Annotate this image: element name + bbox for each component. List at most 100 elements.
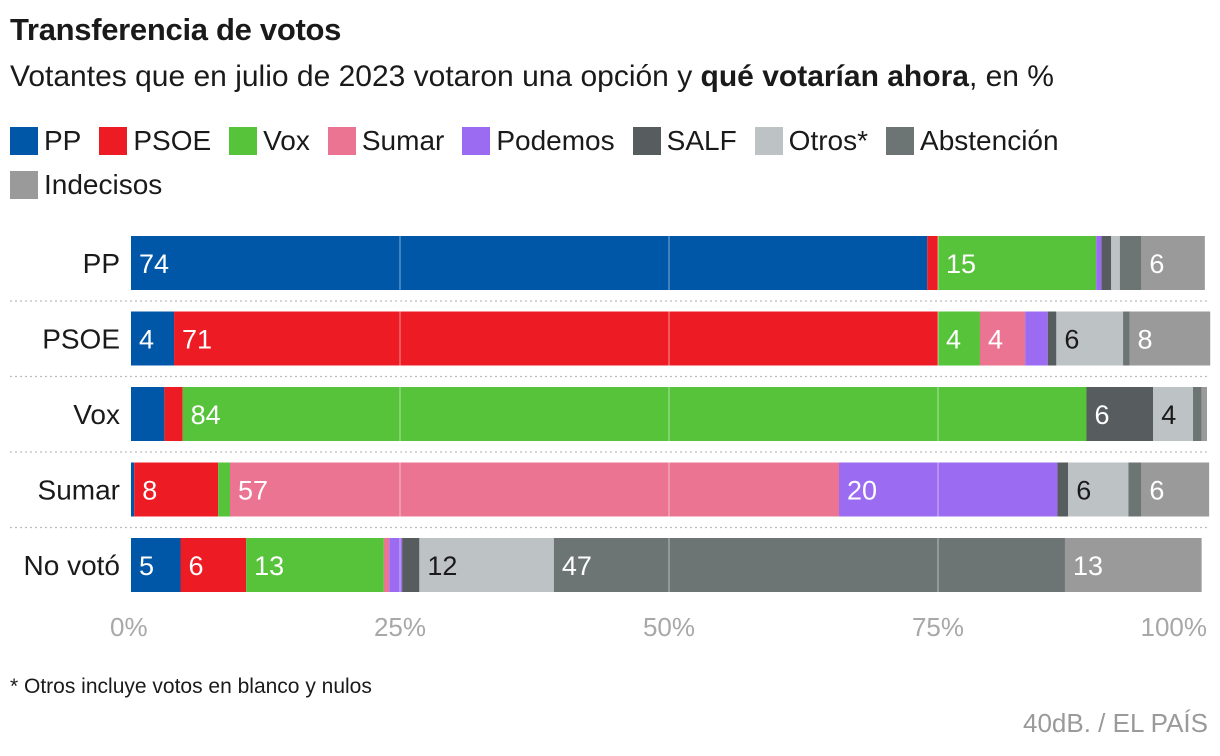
- legend-swatch: [10, 171, 38, 199]
- legend-swatch: [10, 127, 38, 155]
- bar-segment: [131, 387, 165, 441]
- subtitle-bold: qué votarían ahora: [700, 60, 969, 93]
- legend-item-vox: Vox: [229, 125, 310, 156]
- data-label: 8: [142, 476, 157, 506]
- bar-segment: [1025, 311, 1048, 366]
- legend: PP PSOE Vox Sumar Podemos SALF Otros* Ab…: [10, 125, 1160, 200]
- legend-item-salf: SALF: [632, 125, 737, 156]
- bar-segment: [246, 538, 384, 592]
- data-label: 8: [1138, 325, 1153, 355]
- legend-label: Abstención: [920, 125, 1059, 156]
- bar-segment: [1056, 311, 1124, 366]
- chart-subtitle: Votantes que en julio de 2023 votaron un…: [10, 60, 1054, 94]
- legend-swatch: [327, 127, 356, 155]
- legend-item-pp: PP: [10, 125, 81, 156]
- x-tick-label: 75%: [912, 612, 964, 642]
- data-label: 6: [1076, 476, 1091, 506]
- x-tick-label: 50%: [643, 612, 695, 642]
- bar-segment: [1141, 236, 1205, 290]
- legend-swatch: [754, 127, 783, 155]
- bar-segment: [938, 236, 1097, 290]
- data-label: 6: [1064, 325, 1079, 355]
- data-label: 4: [139, 325, 154, 355]
- bar-segment: [131, 538, 181, 592]
- legend-label: SALF: [666, 125, 737, 156]
- legend-label: Sumar: [361, 125, 445, 156]
- data-label: 5: [139, 551, 154, 581]
- legend-item-podemos: Podemos: [462, 125, 615, 156]
- legend-swatch: [886, 127, 915, 155]
- data-label: 6: [1094, 400, 1109, 430]
- legend-label: Otros*: [788, 125, 869, 156]
- legend-swatch: [99, 127, 128, 155]
- category-label: No votó: [24, 550, 121, 581]
- data-label: 20: [847, 476, 877, 506]
- chart-title: Transferencia de votos: [10, 12, 342, 47]
- bar-segment: [1057, 462, 1069, 517]
- data-label: 6: [1149, 249, 1164, 279]
- data-label: 47: [562, 551, 592, 581]
- bar-segment: [1111, 236, 1120, 290]
- bar-segment: [979, 311, 1026, 366]
- bar-segment: [134, 462, 219, 517]
- data-label: 84: [191, 400, 221, 430]
- bar-segment: [419, 538, 554, 592]
- footnote: * Otros incluye votos en blanco y nulos: [10, 675, 372, 698]
- bar-segment: [131, 311, 175, 366]
- bar-segment: [1047, 311, 1057, 366]
- bar-segment: [927, 236, 938, 290]
- bar-segment: [1086, 387, 1154, 441]
- bar-segment: [839, 462, 1058, 517]
- bar-segment: [131, 236, 928, 290]
- bar-segment: [1193, 387, 1202, 441]
- legend-item-indecisos: Indecisos: [10, 169, 163, 200]
- source-credit: 40dB. / EL PAÍS: [1023, 708, 1208, 738]
- bar-segment: [1064, 538, 1202, 592]
- category-label: Sumar: [38, 475, 120, 506]
- data-label: 13: [254, 551, 284, 581]
- bar-segment: [1128, 462, 1142, 517]
- data-label: 71: [182, 325, 212, 355]
- subtitle-prefix: Votantes que en julio de 2023 votaron un…: [10, 60, 701, 93]
- bar-segment: [1119, 236, 1142, 290]
- x-tick-label: 100%: [1141, 612, 1208, 642]
- bar-segment: [1096, 236, 1102, 290]
- legend-label: PSOE: [133, 125, 212, 156]
- bar-segment: [180, 538, 247, 592]
- bar-segment: [1123, 311, 1130, 366]
- legend-item-otros: Otros*: [754, 125, 869, 156]
- legend-item-abstencion: Abstención: [886, 125, 1059, 156]
- bar-segment: [1201, 387, 1207, 441]
- subtitle-suffix: , en %: [968, 60, 1054, 93]
- legend-item-psoe: PSOE: [99, 125, 212, 156]
- legend-item-sumar: Sumar: [327, 125, 445, 156]
- legend-label: Indecisos: [44, 169, 163, 200]
- legend-swatch: [229, 127, 258, 155]
- data-label: 15: [946, 249, 976, 279]
- bar-segment: [1129, 311, 1211, 366]
- data-label: 12: [427, 551, 457, 581]
- x-tick-label: 25%: [374, 612, 426, 642]
- legend-label: Podemos: [496, 125, 615, 156]
- bar-segment: [1153, 387, 1194, 441]
- category-label: PSOE: [42, 324, 120, 355]
- category-label: PP: [83, 248, 120, 279]
- bar-segment: [164, 387, 183, 441]
- data-label: 74: [139, 249, 169, 279]
- data-label: 6: [1149, 476, 1164, 506]
- category-label: Vox: [73, 399, 120, 430]
- legend-label: Vox: [263, 125, 310, 156]
- bar-segment: [553, 538, 1065, 592]
- bar-segment: [383, 538, 390, 592]
- bar-segment: [1101, 236, 1112, 290]
- bar-segment: [174, 311, 939, 366]
- bar-segment: [182, 387, 1087, 441]
- data-label: 4: [946, 325, 961, 355]
- bar-segment: [402, 538, 420, 592]
- bar-segment: [1068, 462, 1129, 517]
- bar-segment: [1141, 462, 1210, 517]
- bar-segment: [938, 311, 980, 366]
- data-label: 6: [188, 551, 203, 581]
- bar-segment: [229, 462, 840, 517]
